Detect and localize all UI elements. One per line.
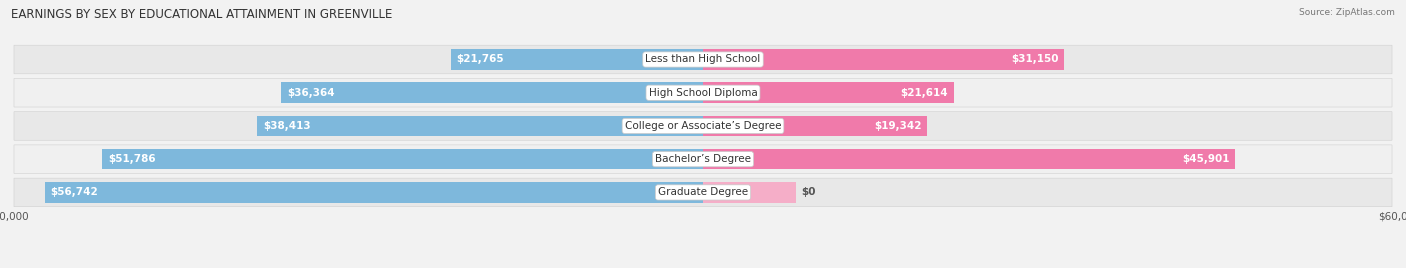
FancyBboxPatch shape [14, 178, 1392, 207]
Text: $0: $0 [801, 187, 815, 198]
FancyBboxPatch shape [14, 79, 1392, 107]
Text: $36,364: $36,364 [287, 88, 335, 98]
FancyBboxPatch shape [14, 45, 1392, 74]
FancyBboxPatch shape [14, 145, 1392, 173]
Text: $51,786: $51,786 [108, 154, 156, 164]
Text: College or Associate’s Degree: College or Associate’s Degree [624, 121, 782, 131]
Bar [703, 83, 953, 103]
Bar [450, 49, 703, 70]
Text: $45,901: $45,901 [1182, 154, 1230, 164]
Text: EARNINGS BY SEX BY EDUCATIONAL ATTAINMENT IN GREENVILLE: EARNINGS BY SEX BY EDUCATIONAL ATTAINMEN… [11, 8, 392, 21]
Text: $38,413: $38,413 [263, 121, 311, 131]
Bar [257, 116, 703, 136]
Text: $21,614: $21,614 [900, 88, 948, 98]
Text: High School Diploma: High School Diploma [648, 88, 758, 98]
Text: Less than High School: Less than High School [645, 54, 761, 65]
Bar [703, 182, 796, 203]
Bar [103, 149, 703, 169]
Text: $21,765: $21,765 [457, 54, 503, 65]
FancyBboxPatch shape [14, 112, 1392, 140]
Bar [703, 116, 928, 136]
Text: $56,742: $56,742 [51, 187, 98, 198]
Bar [281, 83, 703, 103]
Text: $31,150: $31,150 [1011, 54, 1059, 65]
Text: Graduate Degree: Graduate Degree [658, 187, 748, 198]
Text: $19,342: $19,342 [875, 121, 921, 131]
Text: Source: ZipAtlas.com: Source: ZipAtlas.com [1299, 8, 1395, 17]
Bar [703, 149, 1236, 169]
Text: Bachelor’s Degree: Bachelor’s Degree [655, 154, 751, 164]
Bar [45, 182, 703, 203]
Bar [703, 49, 1064, 70]
